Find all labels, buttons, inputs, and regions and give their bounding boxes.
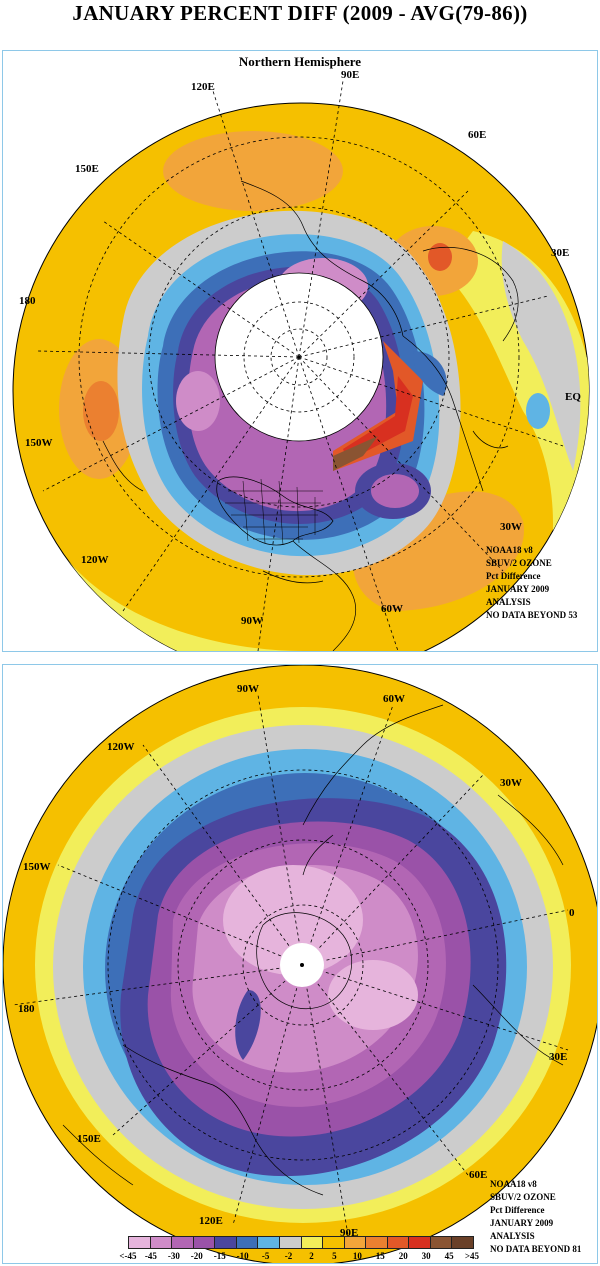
legend-swatch <box>387 1237 410 1248</box>
north-polar-map <box>12 80 590 651</box>
south-lon-label-60w: 60W <box>383 693 405 705</box>
south-pole-marker <box>300 963 304 967</box>
north-lon-label-60w: 60W <box>381 603 403 615</box>
south-info-line: SBUV/2 OZONE <box>490 1192 556 1202</box>
south-lon-label-150w: 150W <box>23 861 51 873</box>
legend-label: -30 <box>167 1251 180 1261</box>
south-lon-label-0: 0 <box>569 907 575 919</box>
legend-swatch <box>258 1237 280 1248</box>
north-usa-state-grid <box>225 478 323 546</box>
legend-swatch <box>344 1237 367 1248</box>
north-lon-label-150w: 150W <box>25 437 53 449</box>
south-info-line: Pct Difference <box>490 1205 545 1215</box>
legend-swatch <box>323 1237 345 1248</box>
north-graticule <box>37 80 564 651</box>
south-lon-label-150e: 150E <box>77 1133 101 1145</box>
legend-swatch <box>215 1237 237 1248</box>
south-lon-label-120e: 120E <box>199 1215 223 1227</box>
legend-label: <-45 <box>119 1251 137 1261</box>
legend-swatch-bar <box>128 1236 474 1249</box>
north-hemisphere-panel: Northern Hemisphere <box>2 50 598 652</box>
legend-swatch <box>193 1237 216 1248</box>
north-lon-label-120e: 120E <box>191 81 215 93</box>
legend-label: -2 <box>284 1251 293 1261</box>
north-lon-label-150e: 150E <box>75 163 99 175</box>
north-hemisphere-title: Northern Hemisphere <box>238 54 362 69</box>
legend-label: 5 <box>332 1251 337 1261</box>
legend-label: -10 <box>236 1251 249 1261</box>
north-lon-label-30w: 30W <box>500 521 522 533</box>
south-lon-label-60e: 60E <box>469 1169 488 1181</box>
legend-swatch <box>279 1237 302 1248</box>
south-lon-label-30e: 30E <box>549 1051 568 1063</box>
legend-label: -15 <box>213 1251 226 1261</box>
north-lat-label-eq: EQ <box>565 391 581 403</box>
legend-label: 20 <box>398 1251 408 1261</box>
north-lon-label-30e: 30E <box>551 247 570 259</box>
north-lon-label-180: 180 <box>19 295 36 307</box>
color-legend: <-45 -45 -30 -20 -15 -10 -5 -2 2 5 10 15 20 30 45 >45 <box>119 1236 480 1265</box>
north-lon-label-90e: 90E <box>341 69 360 81</box>
legend-label: >45 <box>464 1251 480 1261</box>
south-lon-label-120w: 120W <box>107 741 135 753</box>
legend-label: -20 <box>190 1251 203 1261</box>
north-lon-label-120w: 120W <box>81 554 109 566</box>
legend-label: 2 <box>309 1251 314 1261</box>
south-lon-label-180: 180 <box>18 1003 35 1015</box>
south-info-block: NOAA18 v8 SBUV/2 OZONE Pct Difference JA… <box>490 1178 581 1256</box>
south-graticule <box>12 694 569 1236</box>
south-lon-label-90w: 90W <box>237 683 259 695</box>
south-info-line: ANALYSIS <box>490 1231 535 1241</box>
south-hemisphere-panel: Southern Hemisphere <box>2 664 598 1264</box>
legend-label: -5 <box>261 1251 270 1261</box>
north-info-line: SBUV/2 OZONE <box>486 558 552 568</box>
north-info-line: NOAA18 v8 <box>486 545 533 555</box>
legend-label: 45 <box>444 1251 454 1261</box>
south-info-line: NO DATA BEYOND 81 <box>490 1244 582 1254</box>
north-lon-label-60e: 60E <box>468 129 487 141</box>
north-info-line: JANUARY 2009 <box>486 584 550 594</box>
north-info-line: ANALYSIS <box>486 597 531 607</box>
legend-swatch <box>366 1237 388 1248</box>
legend-swatch <box>150 1237 173 1248</box>
legend-swatch <box>409 1237 431 1248</box>
north-info-block: NOAA18 v8 SBUV/2 OZONE Pct Difference JA… <box>486 544 577 622</box>
south-coastlines <box>62 704 564 1196</box>
legend-swatch <box>430 1237 453 1248</box>
north-info-line: Pct Difference <box>486 571 541 581</box>
legend-label-row: <-45 -45 -30 -20 -15 -10 -5 -2 2 5 10 15 20 30 45 >45 <box>119 1251 480 1265</box>
legend-swatch <box>172 1237 194 1248</box>
legend-swatch <box>236 1237 259 1248</box>
north-lon-label-90w: 90W <box>241 615 263 627</box>
legend-label: -45 <box>144 1251 157 1261</box>
page-title: JANUARY PERCENT DIFF (2009 - AVG(79-86)) <box>72 1 528 25</box>
legend-swatch <box>129 1237 151 1248</box>
legend-swatch <box>452 1237 473 1248</box>
north-info-line: NO DATA BEYOND 53 <box>486 610 578 620</box>
legend-label: 30 <box>421 1251 431 1261</box>
legend-label: 15 <box>375 1251 385 1261</box>
south-lon-label-30w: 30W <box>500 777 522 789</box>
south-info-line: NOAA18 v8 <box>490 1179 537 1189</box>
south-polar-map <box>3 665 597 1263</box>
north-coastlines <box>102 180 519 651</box>
south-info-line: JANUARY 2009 <box>490 1218 554 1228</box>
legend-label: 10 <box>352 1251 362 1261</box>
legend-swatch <box>301 1237 324 1248</box>
